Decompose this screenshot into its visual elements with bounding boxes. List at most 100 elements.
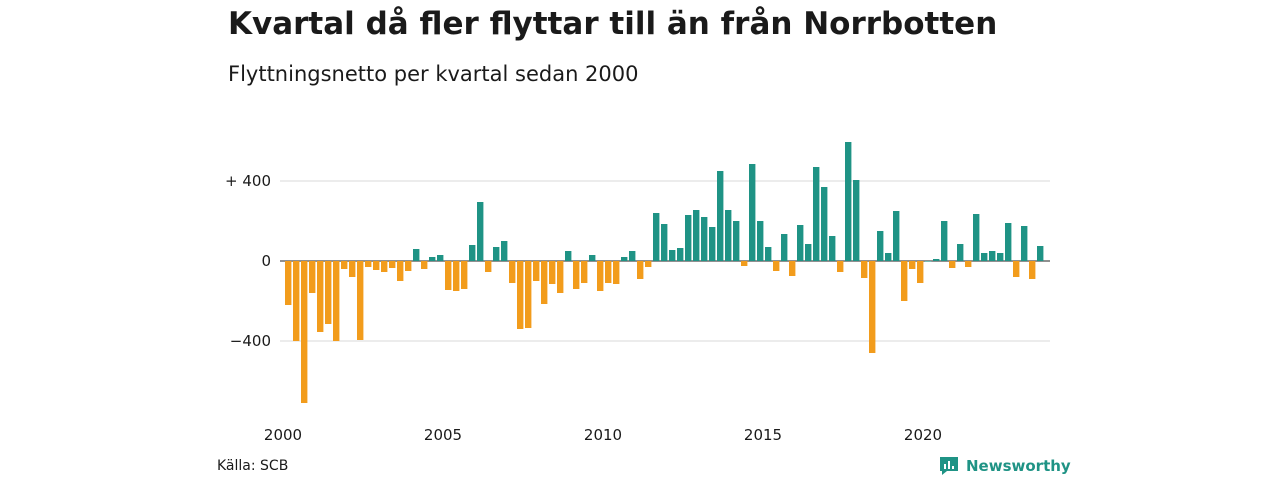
bar bbox=[525, 261, 532, 328]
x-axis-ticks: 2000 2005 2010 2015 2020 bbox=[264, 426, 942, 444]
bar bbox=[357, 261, 364, 340]
bar bbox=[613, 261, 620, 284]
bar bbox=[349, 261, 356, 277]
chart-subtitle: Flyttningsnetto per kvartal sedan 2000 bbox=[228, 62, 639, 86]
bar bbox=[741, 261, 748, 266]
bar bbox=[445, 261, 452, 290]
bar bbox=[813, 167, 820, 261]
bar bbox=[461, 261, 468, 289]
bar bbox=[437, 255, 444, 261]
bar bbox=[509, 261, 516, 283]
bar bbox=[397, 261, 404, 281]
bar bbox=[285, 261, 292, 305]
bar bbox=[589, 255, 596, 261]
bar bbox=[485, 261, 492, 272]
bar bbox=[413, 249, 420, 261]
bar bbox=[1021, 226, 1028, 261]
bar bbox=[685, 215, 692, 261]
bar bbox=[717, 171, 724, 261]
bar bbox=[997, 253, 1004, 261]
x-tick-label: 2015 bbox=[744, 426, 782, 444]
bar bbox=[541, 261, 548, 304]
bar bbox=[533, 261, 540, 281]
bar bbox=[325, 261, 332, 324]
bar bbox=[797, 225, 804, 261]
bar bbox=[645, 261, 652, 267]
bar bbox=[901, 261, 908, 301]
bar bbox=[493, 247, 500, 261]
bar bbox=[1029, 261, 1036, 279]
bar bbox=[949, 261, 956, 268]
bar bbox=[957, 244, 964, 261]
bar bbox=[989, 251, 996, 261]
bar bbox=[709, 227, 716, 261]
bar-chart: + 400 0 −400 2000 2005 2010 2015 2020 bbox=[225, 142, 1050, 444]
bar bbox=[869, 261, 876, 353]
bar bbox=[909, 261, 916, 269]
x-tick-label: 2020 bbox=[904, 426, 942, 444]
bar bbox=[1037, 246, 1044, 261]
bar bbox=[893, 211, 900, 261]
bar bbox=[581, 261, 588, 283]
bar bbox=[941, 221, 948, 261]
bar bbox=[573, 261, 580, 289]
bar bbox=[885, 253, 892, 261]
bar bbox=[965, 261, 972, 267]
bar bbox=[597, 261, 604, 291]
bar bbox=[853, 180, 860, 261]
bar bbox=[733, 221, 740, 261]
y-axis-ticks: + 400 0 −400 bbox=[225, 172, 271, 350]
bar bbox=[637, 261, 644, 279]
bar bbox=[773, 261, 780, 271]
x-tick-label: 2005 bbox=[424, 426, 462, 444]
x-tick-label: 2010 bbox=[584, 426, 622, 444]
bar bbox=[557, 261, 564, 293]
bar bbox=[1013, 261, 1020, 277]
bar bbox=[845, 142, 852, 261]
bar bbox=[877, 231, 884, 261]
bar bbox=[333, 261, 340, 341]
bar bbox=[629, 251, 636, 261]
y-tick-label: 0 bbox=[261, 252, 271, 270]
bar bbox=[469, 245, 476, 261]
chart-title: Kvartal då fler flyttar till än från Nor… bbox=[228, 6, 998, 42]
bar bbox=[405, 261, 412, 271]
bar bbox=[693, 210, 700, 261]
bar bbox=[837, 261, 844, 272]
bar bbox=[1005, 223, 1012, 261]
bar bbox=[389, 261, 396, 268]
bar bbox=[549, 261, 556, 284]
bar bbox=[605, 261, 612, 283]
bar bbox=[781, 234, 788, 261]
bar bbox=[861, 261, 868, 278]
bar bbox=[789, 261, 796, 276]
bar bbox=[821, 187, 828, 261]
bar bbox=[621, 257, 628, 261]
bar bbox=[365, 261, 372, 267]
bar bbox=[453, 261, 460, 291]
bar bbox=[317, 261, 324, 332]
brand-logo[interactable]: Newsworthy bbox=[938, 455, 1071, 477]
bars bbox=[285, 142, 1044, 403]
bar bbox=[477, 202, 484, 261]
bar bbox=[749, 164, 756, 261]
bar bbox=[725, 210, 732, 261]
bar bbox=[925, 261, 932, 262]
bar bbox=[373, 261, 380, 270]
bar bbox=[421, 261, 428, 269]
bar bbox=[429, 257, 436, 261]
bar bbox=[309, 261, 316, 293]
bar bbox=[293, 261, 300, 341]
bar bbox=[517, 261, 524, 329]
bar bbox=[501, 241, 508, 261]
bar bbox=[765, 247, 772, 261]
bar bbox=[381, 261, 388, 272]
bar bbox=[341, 261, 348, 269]
bar bbox=[301, 261, 308, 403]
x-tick-label: 2000 bbox=[264, 426, 302, 444]
bar bbox=[565, 251, 572, 261]
bar bbox=[661, 224, 668, 261]
bar bbox=[981, 253, 988, 261]
bar bbox=[805, 244, 812, 261]
bar bbox=[669, 250, 676, 261]
